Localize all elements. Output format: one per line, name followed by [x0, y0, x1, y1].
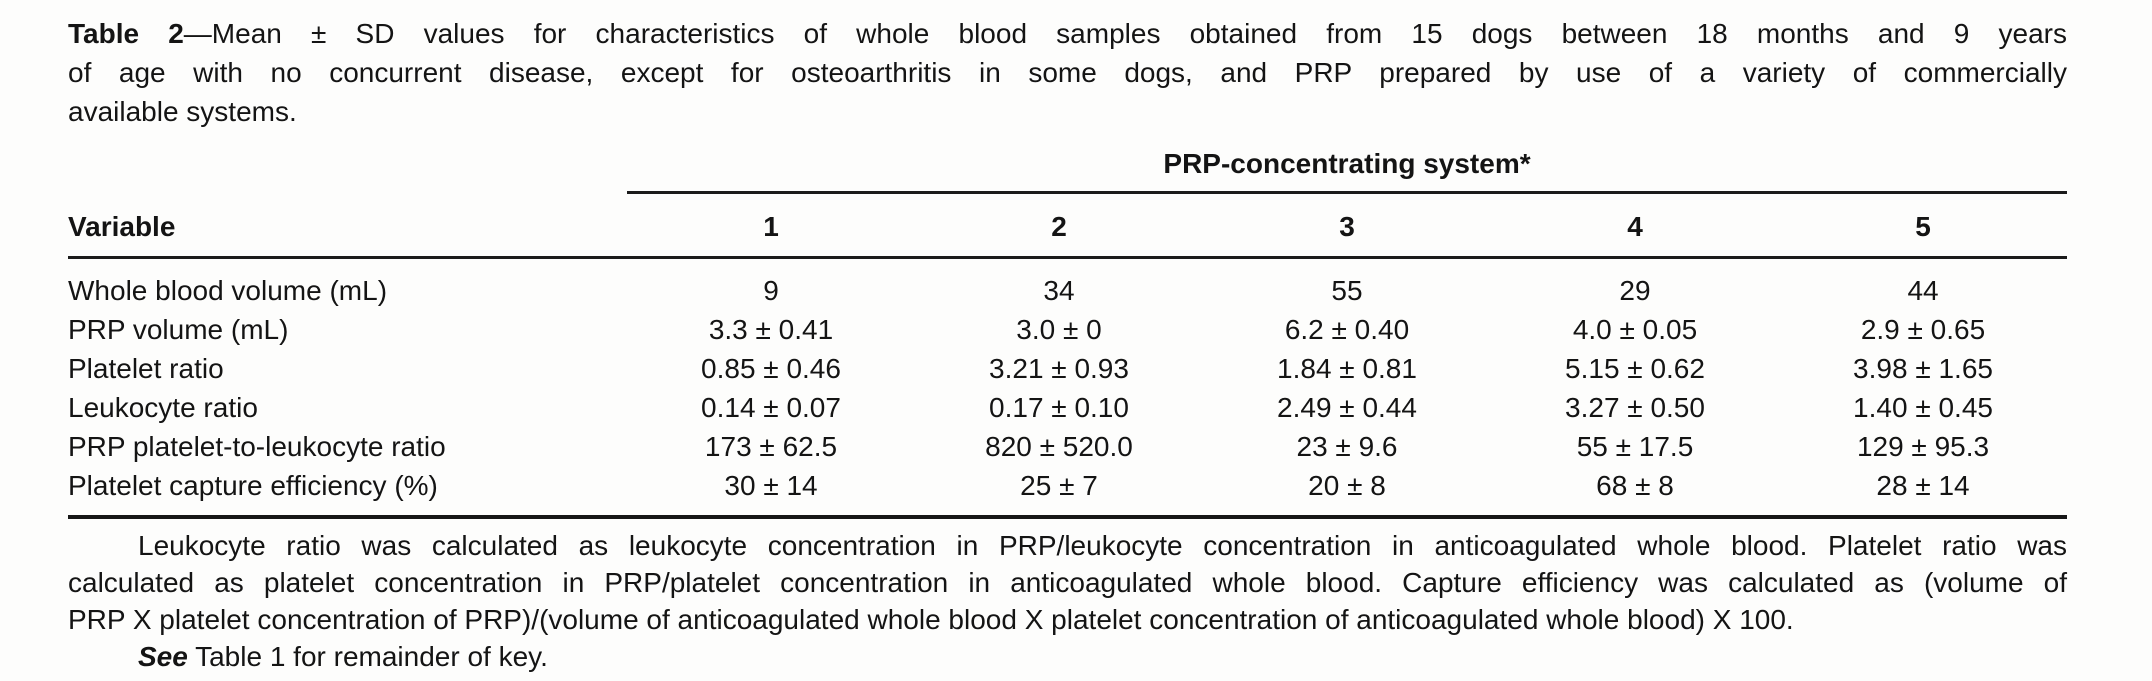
value-cell: 44	[1907, 275, 1939, 306]
see-text: Table 1 for remainder of key.	[187, 641, 548, 672]
value-cell: 1.84 ± 0.81	[1277, 353, 1417, 384]
caption-text: —Mean ± SD values for characteristics of…	[183, 18, 2067, 49]
see-reference: See Table 1 for remainder of key.	[68, 638, 2067, 675]
value-cell: 29	[1619, 275, 1651, 306]
header-row: Variable 1 2 3 4 5	[68, 192, 2068, 259]
value-cell: 4.0 ± 0.05	[1572, 314, 1698, 345]
table-row: Platelet capture efficiency (%) 30 ± 14 …	[68, 466, 2068, 519]
table-row: PRP platelet-to-leukocyte ratio 173 ± 62…	[68, 427, 2067, 466]
value-cell: 25 ± 7	[915, 466, 1203, 519]
column-header-system-5: 5	[1779, 192, 2068, 259]
value-cell: 20 ± 8	[1203, 466, 1491, 519]
spanner-header: PRP-concentrating system*	[627, 141, 2068, 194]
value-cell: 9	[763, 275, 779, 306]
value-cell: 68 ± 8	[1491, 466, 1779, 519]
table-row: Leukocyte ratio 0.14 ± 0.07 0.17 ± 0.10 …	[68, 388, 2067, 427]
row-label: Whole blood volume (mL)	[68, 275, 388, 306]
table-number-label: Table 2	[68, 18, 184, 49]
caption-line: Table 2—Mean ± SD values for characteris…	[68, 14, 2067, 53]
footnote-line: calculated as platelet concentration in …	[68, 567, 2067, 598]
row-label: Leukocyte ratio	[68, 392, 258, 423]
column-header-system-1: 1	[627, 192, 915, 259]
value-cell: 820 ± 520.0	[985, 431, 1133, 462]
footnote-line: PRP X platelet concentration of PRP)/(vo…	[68, 604, 1794, 635]
value-cell: 30 ± 14	[627, 466, 915, 519]
table-row: Whole blood volume (mL) 9 34 55 29 44	[68, 258, 2067, 311]
value-cell: 129 ± 95.3	[1856, 431, 1990, 462]
footnote: Leukocyte ratio was calculated as leukoc…	[68, 527, 2067, 675]
caption-line: of age with no concurrent disease, excep…	[68, 57, 2067, 88]
value-cell: 28 ± 14	[1779, 466, 2068, 519]
value-cell: 0.85 ± 0.46	[701, 353, 841, 384]
value-cell: 2.9 ± 0.65	[1860, 314, 1986, 345]
row-label: PRP platelet-to-leukocyte ratio	[68, 431, 446, 462]
caption-line: available systems.	[68, 96, 297, 127]
column-header-system-3: 3	[1203, 192, 1491, 259]
row-label: PRP volume (mL)	[68, 314, 289, 345]
table-caption: Table 2—Mean ± SD values for characteris…	[68, 14, 2067, 131]
value-cell: 2.49 ± 0.44	[1277, 392, 1417, 423]
value-cell: 6.2 ± 0.40	[1284, 314, 1410, 345]
value-cell: 3.0 ± 0	[1016, 314, 1102, 345]
spanner-row: PRP-concentrating system*	[68, 141, 2068, 194]
data-table: PRP-concentrating system* Variable 1 2 3…	[68, 141, 2068, 519]
value-cell: 1.40 ± 0.45	[1853, 392, 1993, 423]
value-cell: 0.14 ± 0.07	[701, 392, 841, 423]
see-label: See	[138, 641, 188, 672]
value-cell: 3.3 ± 0.41	[708, 314, 834, 345]
column-header-system-2: 2	[915, 192, 1203, 259]
column-header-system-4: 4	[1491, 192, 1779, 259]
row-label: Platelet capture efficiency (%)	[68, 466, 627, 519]
value-cell: 3.27 ± 0.50	[1565, 392, 1705, 423]
value-cell: 23 ± 9.6	[1296, 431, 1398, 462]
table-row: Platelet ratio 0.85 ± 0.46 3.21 ± 0.93 1…	[68, 349, 2067, 388]
row-label: Platelet ratio	[68, 353, 224, 384]
value-cell: 3.98 ± 1.65	[1853, 353, 1993, 384]
spanner-spacer-cell	[68, 141, 627, 193]
value-cell: 173 ± 62.5	[704, 431, 838, 462]
value-cell: 5.15 ± 0.62	[1565, 353, 1705, 384]
footnote-line: Leukocyte ratio was calculated as leukoc…	[138, 530, 2067, 561]
table-row: PRP volume (mL) 3.3 ± 0.41 3.0 ± 0 6.2 ±…	[68, 310, 2067, 349]
value-cell: 55	[1331, 275, 1363, 306]
column-header-variable: Variable	[68, 192, 627, 259]
value-cell: 3.21 ± 0.93	[989, 353, 1129, 384]
value-cell: 34	[1043, 275, 1075, 306]
value-cell: 55 ± 17.5	[1576, 431, 1694, 462]
value-cell: 0.17 ± 0.10	[989, 392, 1129, 423]
